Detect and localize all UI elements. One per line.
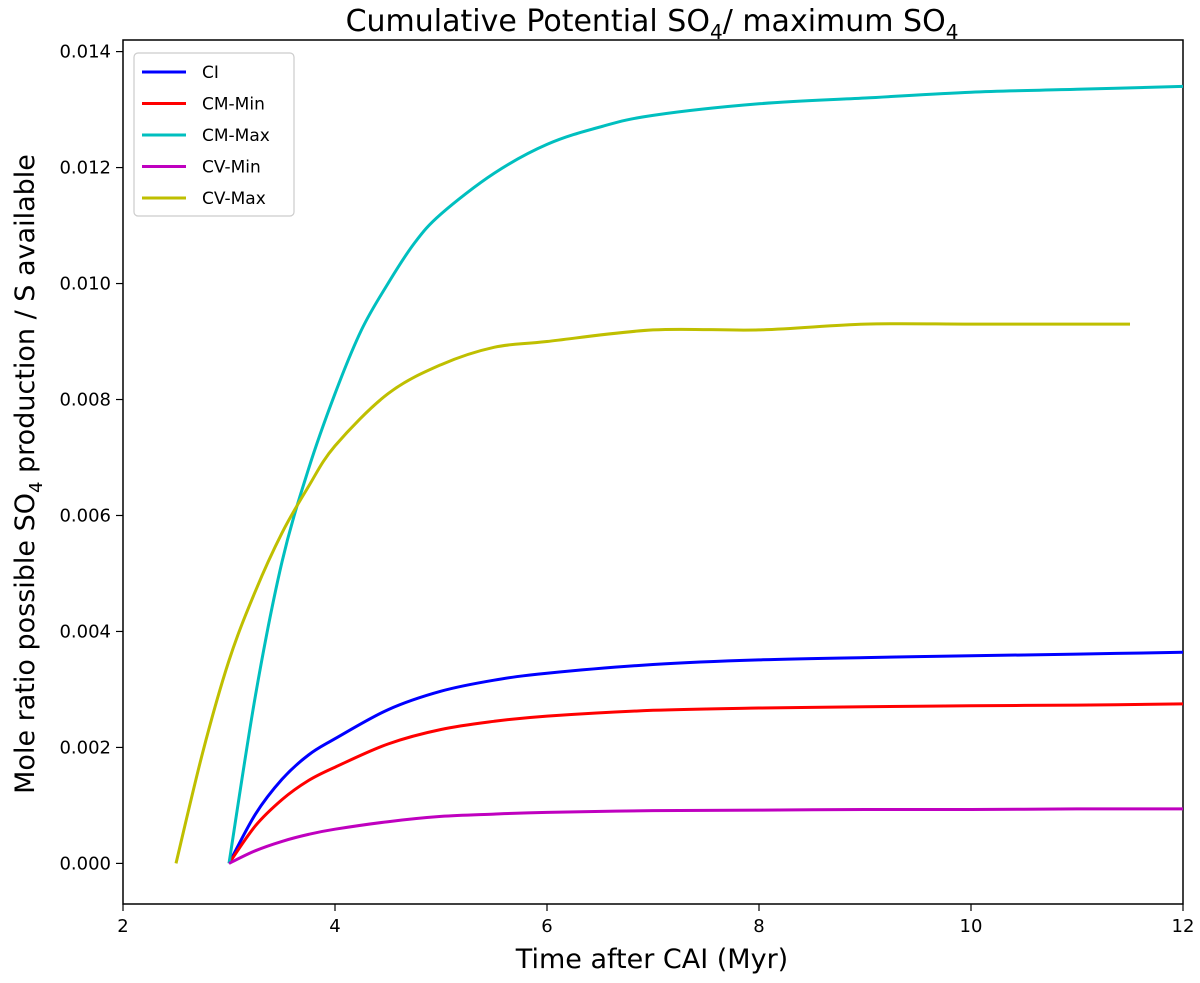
legend-frame xyxy=(133,52,295,217)
series-lines xyxy=(174,84,1184,865)
series-line-cm-max xyxy=(227,84,1184,864)
y-tick-label: 0.014 xyxy=(59,42,111,63)
x-tick-label: 10 xyxy=(960,916,983,937)
x-tick-label: 4 xyxy=(329,916,340,937)
y-tick-label: 0.010 xyxy=(59,274,111,295)
y-axis-label: Mole ratio possible SO4 production / S a… xyxy=(10,154,47,794)
x-tick-label: 2 xyxy=(117,916,128,937)
y-tick-label: 0.004 xyxy=(59,621,111,642)
series-line-ci xyxy=(227,650,1184,865)
series-line-cm-min xyxy=(227,702,1184,865)
y-tick-label: 0.000 xyxy=(59,853,111,874)
y-tick-label: 0.006 xyxy=(59,505,111,526)
plot-frame xyxy=(122,39,1184,905)
x-tick-label: 6 xyxy=(541,916,552,937)
x-axis-label: Time after CAI (Myr) xyxy=(515,944,788,975)
legend-label-cm-min: CM-Min xyxy=(202,95,265,115)
y-tick-label: 0.002 xyxy=(59,737,111,758)
chart-title: Cumulative Potential SO4/ maximum SO4 xyxy=(346,4,959,44)
series-line-cv-max xyxy=(174,322,1130,864)
y-tick-label: 0.012 xyxy=(59,158,111,179)
x-tick-label: 8 xyxy=(753,916,764,937)
legend-label-cv-max: CV-Max xyxy=(202,189,266,209)
series-line-cv-min xyxy=(228,807,1184,865)
legend: CI CM-Min CM-Max CV-Min CV-Max xyxy=(133,52,295,217)
y-tick-label: 0.008 xyxy=(59,390,111,411)
axis-ticks: 2 4 6 8 10 12 0.000 0.002 0.004 0.006 0.008 0.010 0.… xyxy=(59,42,1194,937)
legend-label-cm-max: CM-Max xyxy=(202,126,270,146)
x-tick-label: 12 xyxy=(1172,916,1195,937)
legend-label-ci: CI xyxy=(202,63,219,83)
legend-label-cv-min: CV-Min xyxy=(202,158,261,178)
